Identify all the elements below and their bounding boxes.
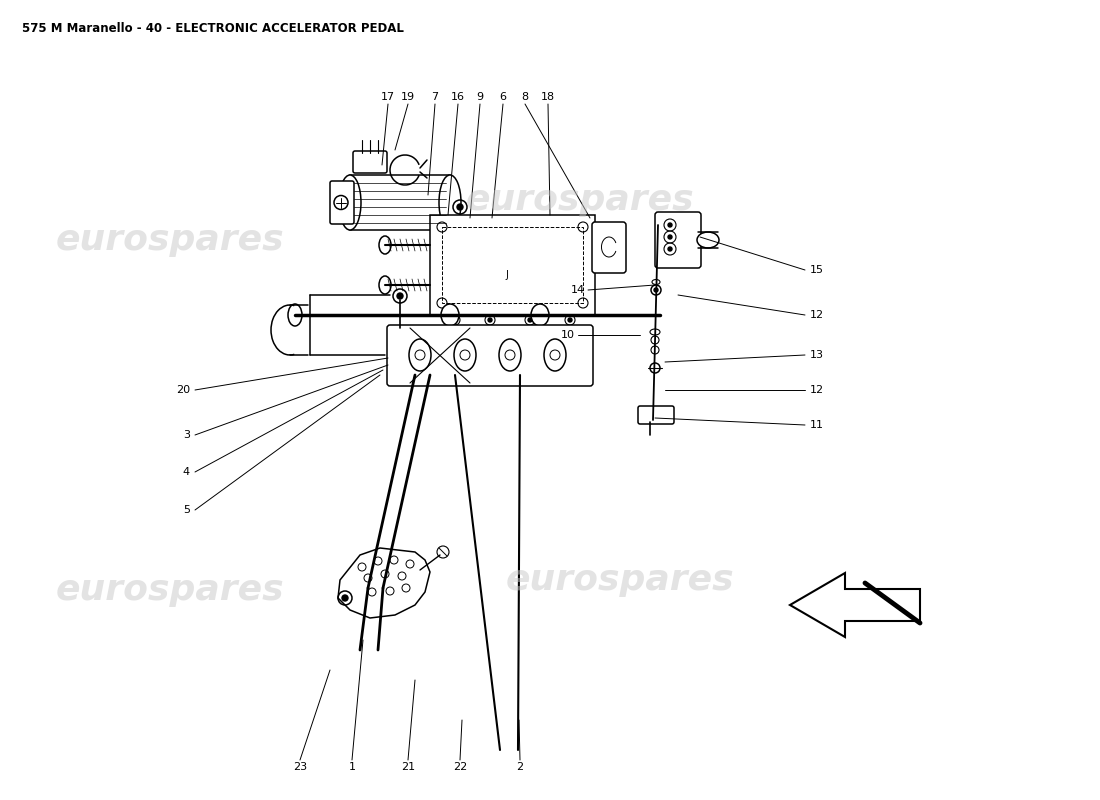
Ellipse shape — [409, 339, 431, 371]
Ellipse shape — [652, 279, 660, 285]
Text: 12: 12 — [810, 385, 824, 395]
Text: 12: 12 — [810, 310, 824, 320]
Ellipse shape — [379, 276, 390, 294]
Circle shape — [668, 235, 672, 239]
Circle shape — [654, 288, 658, 292]
Ellipse shape — [531, 304, 549, 326]
Circle shape — [453, 318, 456, 322]
Circle shape — [668, 223, 672, 227]
Text: 21: 21 — [400, 762, 415, 772]
Text: 7: 7 — [431, 92, 439, 102]
Text: 3: 3 — [183, 430, 190, 440]
Text: 11: 11 — [810, 420, 824, 430]
Circle shape — [668, 247, 672, 251]
Text: eurospares: eurospares — [56, 223, 284, 257]
Circle shape — [568, 318, 572, 322]
Ellipse shape — [650, 329, 660, 335]
Ellipse shape — [454, 339, 476, 371]
Ellipse shape — [441, 304, 459, 326]
Polygon shape — [790, 573, 920, 637]
Text: 13: 13 — [810, 350, 824, 360]
Text: 2: 2 — [516, 762, 524, 772]
Circle shape — [397, 293, 403, 299]
Text: 575 M Maranello - 40 - ELECTRONIC ACCELERATOR PEDAL: 575 M Maranello - 40 - ELECTRONIC ACCELE… — [22, 22, 404, 35]
Text: eurospares: eurospares — [56, 573, 284, 607]
FancyBboxPatch shape — [592, 222, 626, 273]
Circle shape — [456, 204, 463, 210]
Text: J: J — [506, 270, 508, 280]
Circle shape — [488, 318, 492, 322]
Bar — [350, 175, 450, 230]
Text: eurospares: eurospares — [506, 563, 735, 597]
Text: 8: 8 — [521, 92, 529, 102]
Text: 15: 15 — [810, 265, 824, 275]
Text: 22: 22 — [453, 762, 468, 772]
Ellipse shape — [697, 232, 719, 248]
FancyBboxPatch shape — [654, 212, 701, 268]
Ellipse shape — [379, 236, 390, 254]
Ellipse shape — [544, 339, 566, 371]
Polygon shape — [338, 548, 430, 618]
Ellipse shape — [339, 175, 361, 230]
FancyBboxPatch shape — [353, 151, 387, 173]
Text: 23: 23 — [293, 762, 307, 772]
Bar — [430, 215, 595, 315]
Text: 19: 19 — [400, 92, 415, 102]
FancyBboxPatch shape — [638, 406, 674, 424]
Ellipse shape — [288, 304, 302, 326]
Text: 1: 1 — [349, 762, 355, 772]
Ellipse shape — [499, 339, 521, 371]
Text: 4: 4 — [183, 467, 190, 477]
FancyBboxPatch shape — [330, 181, 354, 224]
FancyBboxPatch shape — [387, 325, 593, 386]
Text: 18: 18 — [541, 92, 556, 102]
Text: 9: 9 — [476, 92, 484, 102]
Text: 6: 6 — [499, 92, 506, 102]
Text: 10: 10 — [561, 330, 575, 340]
Text: 20: 20 — [176, 385, 190, 395]
Text: 16: 16 — [451, 92, 465, 102]
Text: 14: 14 — [571, 285, 585, 295]
Text: eurospares: eurospares — [465, 183, 694, 217]
Text: 5: 5 — [183, 505, 190, 515]
Circle shape — [528, 318, 532, 322]
Circle shape — [342, 595, 348, 601]
Text: 17: 17 — [381, 92, 395, 102]
Ellipse shape — [439, 175, 461, 230]
Bar — [442, 227, 583, 303]
